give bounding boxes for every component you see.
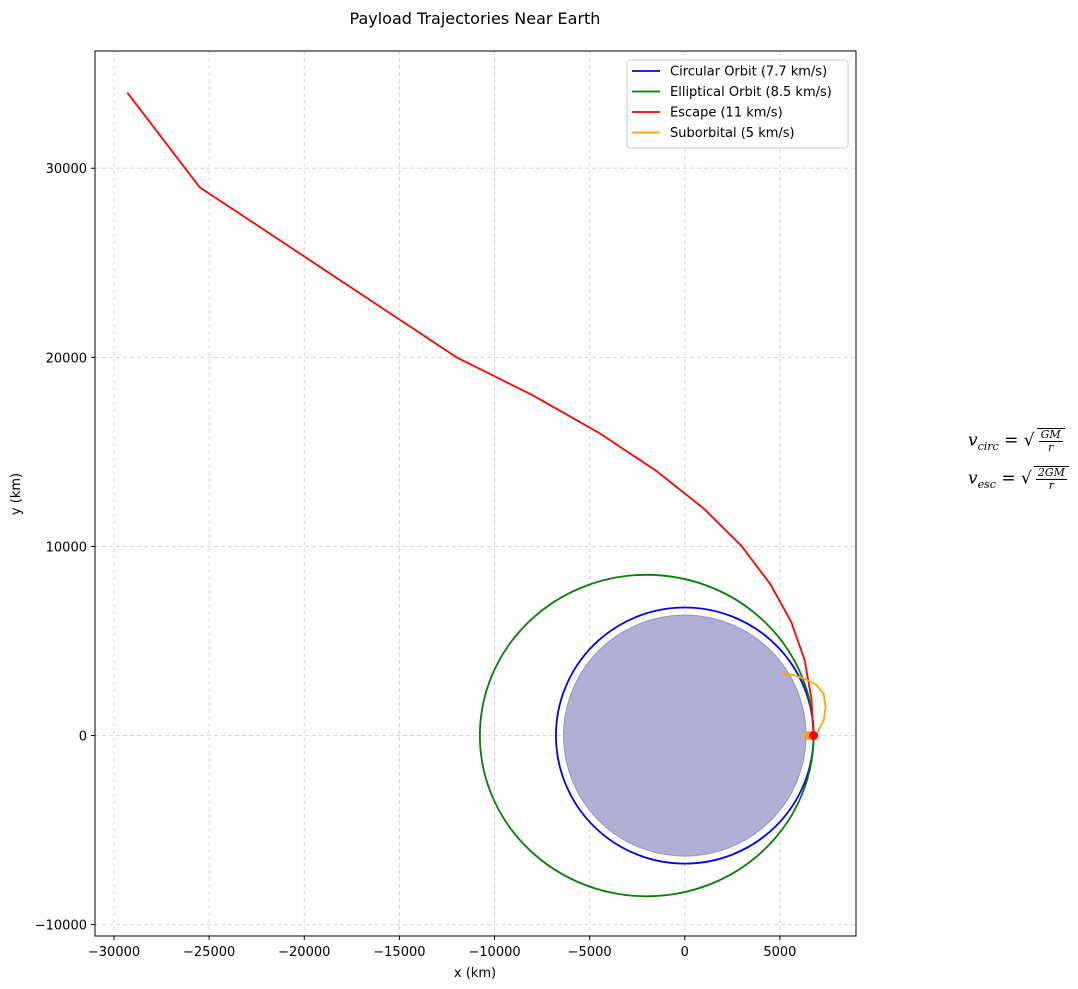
legend-label: Escape (11 km/s) — [670, 106, 783, 121]
y-tick-label: −10000 — [35, 919, 87, 934]
grid-lines — [95, 51, 856, 936]
series-suborbital-5-km-s — [781, 672, 827, 737]
x-tick-label: −30000 — [88, 945, 140, 960]
y-tick-label: 30000 — [46, 162, 87, 177]
x-tick-label: 5000 — [763, 945, 796, 960]
y-tick-label: 0 — [79, 730, 87, 745]
x-tick-label: −25000 — [183, 945, 235, 960]
series-escape-11-km-s — [126, 92, 815, 736]
circular-velocity-formula: vcirc = √ GM r — [968, 428, 1065, 454]
start-marker — [809, 731, 819, 741]
y-tick-label: 10000 — [46, 540, 87, 555]
plot-area — [126, 92, 827, 898]
earth-disk — [563, 614, 807, 857]
plot-frame — [94, 50, 857, 937]
axis-ticks: −30000 −25000 −20000 −15000 −10000 −5000 0 5000… — [35, 162, 797, 960]
chart-title: Payload Trajectories Near Earth — [350, 9, 601, 28]
y-tick-label: 20000 — [46, 351, 87, 366]
y-axis-label: y (km) — [9, 473, 24, 515]
x-tick-label: −5000 — [568, 945, 612, 960]
legend-label: Elliptical Orbit (8.5 km/s) — [670, 85, 832, 100]
x-tick-label: −20000 — [278, 945, 330, 960]
legend-label: Circular Orbit (7.7 km/s) — [670, 65, 827, 80]
legend-label: Suborbital (5 km/s) — [670, 126, 795, 141]
x-tick-label: −15000 — [373, 945, 425, 960]
legend: Circular Orbit (7.7 km/s) Elliptical Orbi… — [626, 59, 849, 149]
escape-velocity-formula: vesc = √ 2GM r — [968, 466, 1069, 492]
x-axis-label: x (km) — [454, 966, 496, 981]
legend-box — [626, 59, 849, 149]
x-tick-label: −10000 — [468, 945, 520, 960]
x-tick-label: 0 — [681, 945, 689, 960]
